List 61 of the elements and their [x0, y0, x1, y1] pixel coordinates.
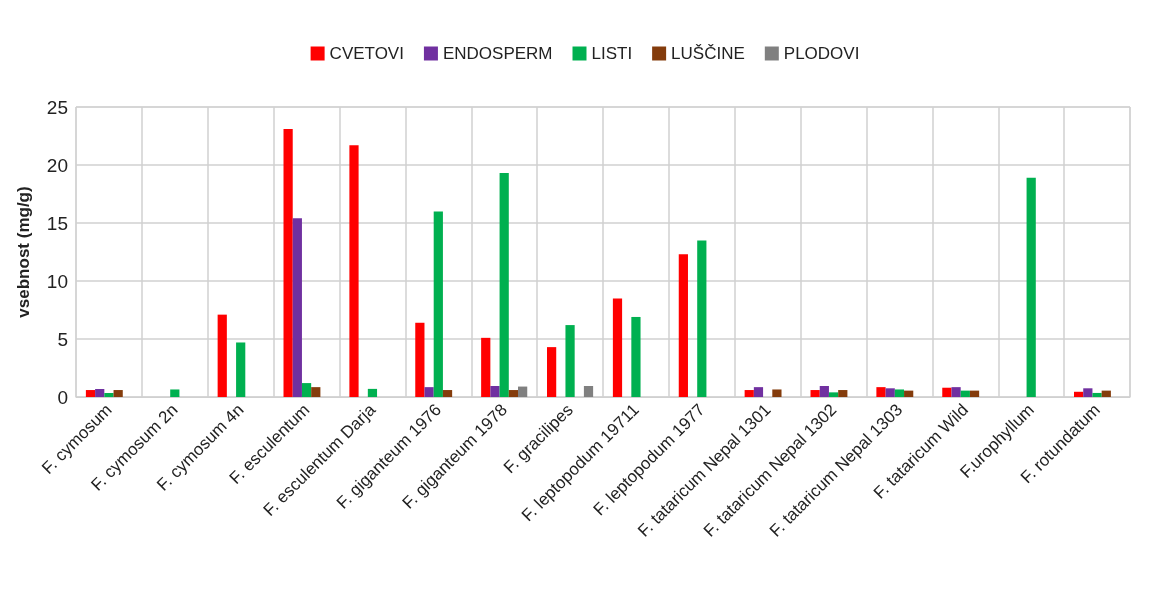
- bar: [565, 325, 575, 397]
- bar: [95, 388, 105, 397]
- bar: [894, 389, 905, 397]
- bar: [442, 390, 453, 397]
- bar: [876, 387, 886, 397]
- bar: [170, 389, 180, 397]
- bar: [113, 390, 123, 397]
- bar: [217, 314, 227, 397]
- bar: [1101, 390, 1111, 397]
- bar: [490, 385, 500, 397]
- bar: [838, 390, 848, 397]
- bar: [349, 145, 359, 397]
- legend-label: PLODOVI: [783, 44, 860, 63]
- y-tick-label: 0: [57, 386, 68, 408]
- bar: [1026, 177, 1036, 397]
- bar: [518, 386, 528, 397]
- bar: [942, 387, 952, 397]
- y-tick-label: 15: [46, 212, 68, 234]
- bar: [104, 392, 114, 397]
- y-tick-label: 5: [57, 328, 68, 350]
- bar: [612, 298, 623, 397]
- bar: [1092, 392, 1102, 397]
- bar: [508, 390, 519, 397]
- bar: [810, 390, 820, 397]
- bar: [499, 173, 509, 397]
- bar: [481, 337, 491, 397]
- bar: [415, 322, 425, 397]
- bar: [744, 390, 754, 397]
- legend-label: LUŠČINE: [671, 44, 745, 63]
- y-axis-title: vsebnost (mg/g): [14, 186, 33, 318]
- y-tick-label: 20: [46, 154, 68, 176]
- bar: [819, 385, 829, 397]
- legend-label: ENDOSPERM: [442, 44, 553, 63]
- bar: [828, 392, 839, 397]
- legend-label: LISTI: [591, 44, 633, 63]
- bar: [547, 347, 557, 397]
- bar: [424, 387, 434, 397]
- bar: [678, 254, 688, 397]
- bar: [960, 390, 970, 397]
- bar: [772, 389, 782, 397]
- bar: [1083, 388, 1093, 397]
- bar: [433, 211, 443, 397]
- bar: [885, 388, 895, 397]
- bar: [236, 342, 246, 397]
- bar: [697, 240, 707, 397]
- y-tick-label: 10: [46, 270, 68, 292]
- bar: [311, 387, 321, 397]
- bar: [1074, 391, 1084, 397]
- bar: [904, 390, 914, 397]
- bar: [367, 388, 378, 397]
- bar: [292, 218, 302, 397]
- bar: [969, 390, 980, 397]
- bar: [583, 385, 594, 397]
- bar: [631, 316, 641, 397]
- bar: [283, 129, 293, 397]
- bar: [951, 387, 961, 397]
- y-tick-label: 25: [46, 96, 68, 118]
- bar: [301, 383, 312, 397]
- bar: [753, 387, 764, 397]
- legend-label: CVETOVI: [329, 44, 404, 63]
- bar: [85, 390, 96, 397]
